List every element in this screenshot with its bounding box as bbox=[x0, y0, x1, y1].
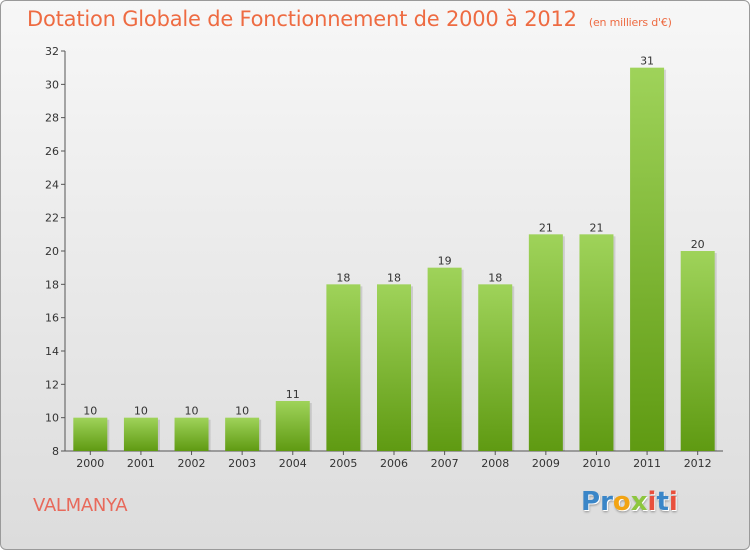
data-label: 21 bbox=[539, 221, 553, 234]
bar bbox=[326, 284, 361, 451]
proxiti-logo: Proxiti bbox=[581, 487, 678, 517]
bar bbox=[174, 417, 209, 451]
x-tick-label: 2007 bbox=[431, 457, 459, 470]
data-label: 18 bbox=[488, 271, 502, 284]
x-tick-label: 2011 bbox=[633, 457, 661, 470]
y-tick-label: 32 bbox=[45, 45, 59, 58]
y-tick-label: 26 bbox=[45, 145, 59, 158]
data-label: 10 bbox=[83, 405, 97, 418]
y-tick-label: 8 bbox=[52, 445, 59, 458]
bar bbox=[377, 284, 411, 451]
x-tick-label: 2000 bbox=[76, 457, 104, 470]
data-label: 10 bbox=[134, 405, 148, 418]
x-tick-label: 2002 bbox=[178, 457, 206, 470]
data-label: 20 bbox=[691, 238, 705, 251]
logo-letter: P bbox=[581, 487, 601, 517]
bar bbox=[680, 251, 715, 451]
axes: 8 10 12 14 16 18 20 22 24 26 28 30 32 2000 2001 2002 200… bbox=[45, 45, 723, 470]
logo-letter: o bbox=[612, 487, 631, 517]
logo-letter: x bbox=[630, 487, 648, 517]
logo-letter: i bbox=[647, 487, 657, 517]
data-label: 18 bbox=[336, 271, 350, 284]
y-tick-label: 12 bbox=[45, 378, 59, 391]
bar bbox=[73, 417, 108, 451]
y-tick-label: 24 bbox=[45, 178, 59, 191]
data-label: 19 bbox=[438, 255, 452, 268]
bar bbox=[579, 234, 614, 451]
x-tick-label: 2003 bbox=[228, 457, 256, 470]
y-tick-label: 14 bbox=[45, 345, 59, 358]
location-name: VALMANYA bbox=[33, 495, 128, 516]
bar bbox=[275, 401, 310, 451]
data-label: 10 bbox=[185, 405, 199, 418]
x-tick-label: 2006 bbox=[380, 457, 408, 470]
title-text: Dotation Globale de Fonctionnement de 20… bbox=[27, 7, 577, 31]
bar bbox=[427, 267, 462, 451]
bar bbox=[528, 234, 563, 451]
x-tick-label: 2001 bbox=[127, 457, 155, 470]
chart-subtitle: (en milliers d'€) bbox=[588, 16, 672, 29]
y-tick-label: 20 bbox=[45, 245, 59, 258]
x-tick-label: 2012 bbox=[684, 457, 712, 470]
y-tick-label: 10 bbox=[45, 412, 59, 425]
x-tick-label: 2009 bbox=[532, 457, 560, 470]
x-tick-label: 2008 bbox=[481, 457, 509, 470]
x-tick-label: 2010 bbox=[582, 457, 610, 470]
bar bbox=[630, 67, 665, 452]
y-tick-label: 22 bbox=[45, 212, 59, 225]
bar bbox=[225, 417, 260, 451]
y-tick-label: 30 bbox=[45, 78, 59, 91]
data-label: 21 bbox=[589, 221, 603, 234]
data-label: 31 bbox=[640, 55, 654, 68]
bars bbox=[73, 67, 717, 452]
data-label: 18 bbox=[387, 271, 401, 284]
logo-letter: t bbox=[656, 487, 669, 517]
y-tick-label: 28 bbox=[45, 112, 59, 125]
data-label: 10 bbox=[235, 405, 249, 418]
y-tick-label: 18 bbox=[45, 278, 59, 291]
y-tick-label: 16 bbox=[45, 312, 59, 325]
chart-title: Dotation Globale de Fonctionnement de 20… bbox=[27, 7, 672, 31]
x-tick-label: 2005 bbox=[329, 457, 357, 470]
data-label: 11 bbox=[286, 388, 300, 401]
logo-letter: i bbox=[668, 487, 678, 517]
data-labels: 10 10 10 10 11 18 18 19 18 21 21 31 20 bbox=[83, 55, 704, 418]
x-tick-label: 2004 bbox=[279, 457, 307, 470]
logo-letter: r bbox=[600, 487, 613, 517]
bar bbox=[478, 284, 513, 451]
bar bbox=[123, 417, 158, 451]
